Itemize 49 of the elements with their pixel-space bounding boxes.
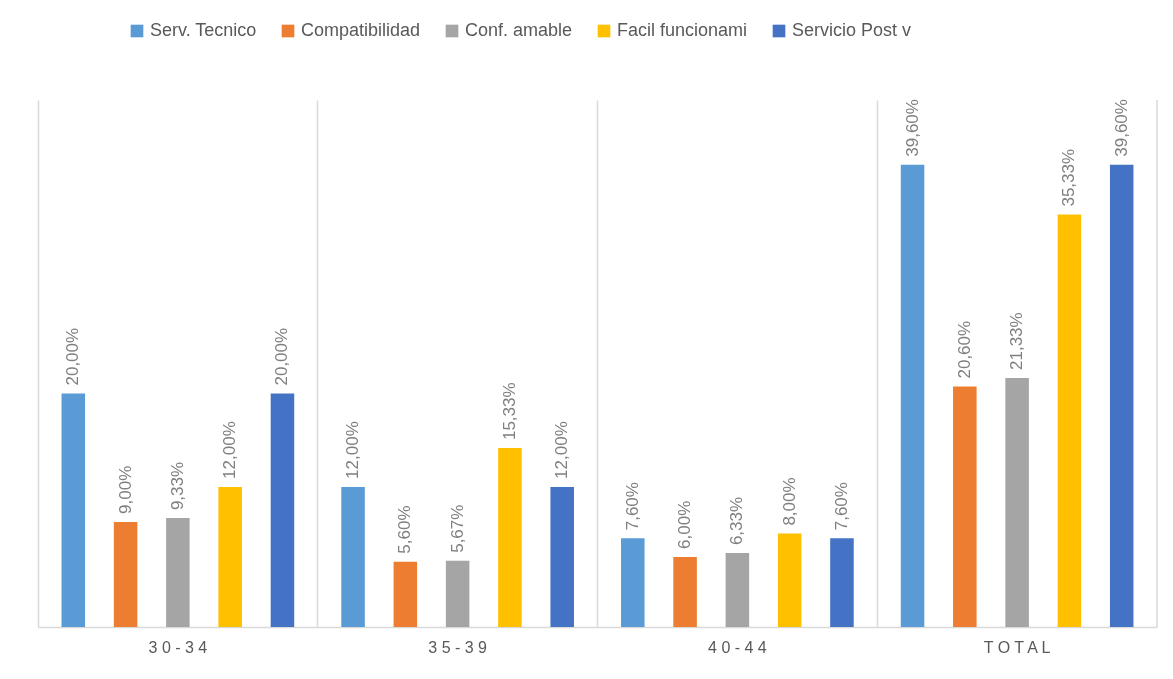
x-tick-label: T O T A L bbox=[983, 638, 1051, 656]
bar bbox=[498, 448, 522, 627]
data-label: 7,60% bbox=[831, 482, 851, 531]
bar bbox=[270, 393, 295, 627]
bar bbox=[166, 518, 190, 627]
legend-label: Compatibilidad bbox=[301, 20, 421, 40]
data-label: 12,00% bbox=[343, 421, 363, 479]
bar bbox=[900, 164, 925, 627]
bar bbox=[830, 538, 854, 627]
bar bbox=[1057, 214, 1082, 627]
bar bbox=[550, 486, 574, 627]
data-label: 12,00% bbox=[220, 421, 240, 479]
x-tick-label: 3 0 - 3 4 bbox=[148, 638, 208, 656]
bar bbox=[953, 386, 977, 627]
data-label: 39,60% bbox=[1111, 99, 1131, 157]
bar bbox=[673, 556, 697, 627]
data-label: 20,60% bbox=[954, 320, 974, 379]
bar bbox=[725, 553, 750, 627]
data-label: 6,33% bbox=[727, 496, 747, 546]
legend-label: Facil funcionami bbox=[617, 20, 748, 40]
bar bbox=[777, 533, 802, 627]
data-label: 21,33% bbox=[1007, 312, 1027, 370]
data-label: 6,00% bbox=[675, 500, 695, 549]
data-label: 5,67% bbox=[447, 504, 467, 553]
bar bbox=[621, 538, 645, 627]
legend-label: Servicio Post v bbox=[792, 20, 912, 40]
x-tick-label: 3 5 - 3 9 bbox=[428, 638, 488, 656]
data-label: 20,00% bbox=[63, 327, 83, 386]
bar bbox=[1005, 378, 1029, 627]
bar bbox=[1109, 164, 1134, 627]
data-label: 9,33% bbox=[167, 461, 187, 511]
bar bbox=[393, 561, 418, 627]
data-label: 7,60% bbox=[622, 482, 642, 531]
legend-label: Conf. amable bbox=[465, 20, 573, 40]
bar bbox=[218, 486, 242, 627]
bar bbox=[61, 393, 86, 627]
bar bbox=[445, 560, 470, 627]
legend-label: Serv. Tecnico bbox=[150, 20, 257, 40]
data-label: 35,33% bbox=[1059, 148, 1079, 207]
x-tick-label: 4 0 - 4 4 bbox=[708, 638, 767, 656]
data-label: 8,00% bbox=[779, 477, 799, 526]
data-label: 9,00% bbox=[115, 465, 135, 514]
data-label: 20,00% bbox=[272, 327, 292, 386]
bar bbox=[113, 521, 138, 627]
data-label: 39,60% bbox=[902, 99, 922, 157]
data-label: 12,00% bbox=[552, 421, 572, 479]
data-label: 15,33% bbox=[499, 382, 519, 441]
data-label: 5,60% bbox=[395, 505, 415, 554]
bar bbox=[341, 486, 365, 627]
